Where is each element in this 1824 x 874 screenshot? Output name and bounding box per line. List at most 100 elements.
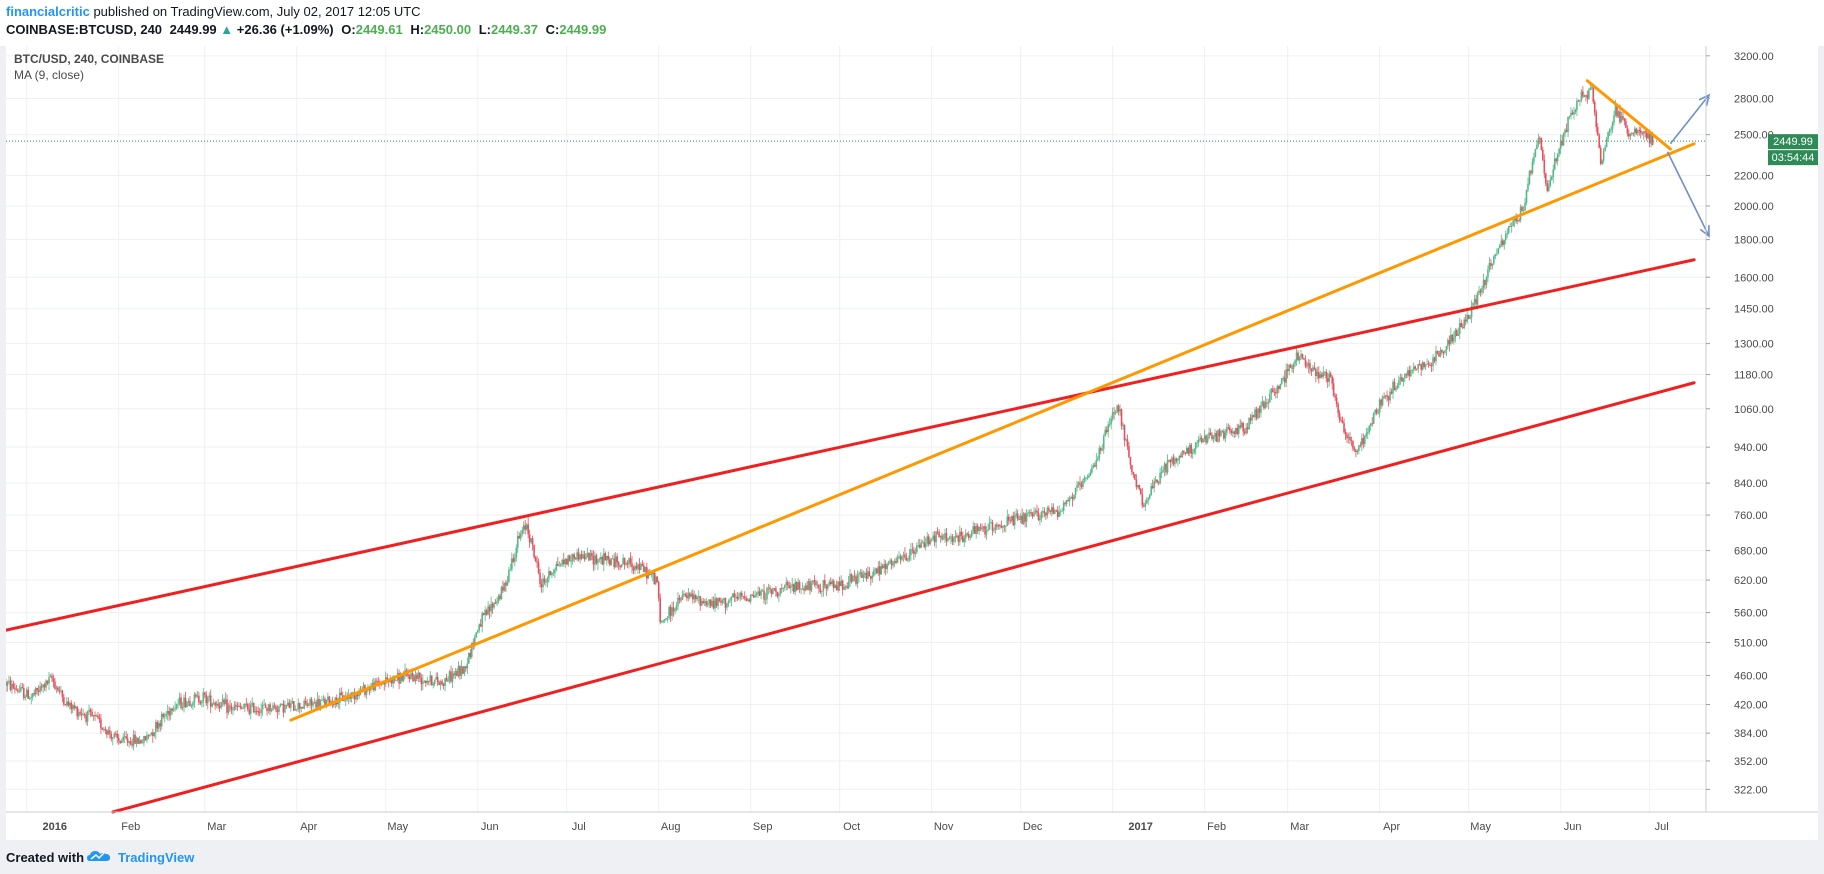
indicator-label[interactable]: MA (9, close) [14,68,85,82]
price-chart[interactable]: 3200.00 2800.00 2500.00 2200.00 2000.00 1800.… [6,46,1818,840]
candle-body [435,676,437,680]
candle-body [754,595,756,598]
trendline[interactable] [289,142,1696,722]
candle-body [195,694,197,697]
candle-body [1220,431,1222,436]
candle-body [352,692,354,693]
trendlines[interactable] [6,79,1711,814]
candle-body [721,599,724,603]
candle-body [98,717,101,720]
brand-link[interactable]: TradingView [118,850,195,865]
candle-body [1509,226,1511,227]
candle-body [806,585,808,590]
candle-body [128,741,130,743]
candle-body [822,580,825,592]
candle-body [1126,439,1129,447]
candle-body [324,698,326,706]
chart-area[interactable]: 3200.00 2800.00 2500.00 2200.00 2000.00 1800.… [6,46,1818,840]
x-tick-label: Feb [121,821,140,833]
candle-body [190,705,193,707]
candle-body [201,701,203,704]
candle-body [241,707,243,709]
candle-body [718,597,721,601]
trendline[interactable] [111,381,1696,814]
candle-body [884,564,887,570]
candle-body [1579,99,1581,102]
candle-body [1163,463,1166,470]
candle-body [475,632,478,638]
candle-body [1359,445,1362,447]
candle-body [1061,510,1063,512]
candle-body [837,581,839,591]
candle-body [1570,112,1572,116]
candle-body [14,687,16,690]
candle-body [1448,340,1451,345]
candle-body [589,552,592,561]
candle-body [524,525,526,530]
candle-body [557,563,559,566]
candle-body [540,583,543,588]
candle-body [1444,350,1446,354]
candle-body [1418,364,1421,365]
tradingview-cloud-icon[interactable] [86,848,112,864]
candle-body [975,525,977,534]
candle-body [1231,431,1234,433]
candle-body [1168,460,1170,462]
candle-body [686,595,688,599]
candle-body [269,704,271,712]
candle-body [129,741,132,744]
candle-body [15,689,18,691]
candle-body [1019,515,1022,520]
candle-body [453,673,455,676]
candle-body [910,549,912,556]
candle-body [546,578,549,583]
candle-body [594,555,596,565]
trendline[interactable] [1585,79,1672,151]
candle-body [509,569,512,571]
trendline[interactable] [6,258,1696,632]
candle-body [438,682,440,685]
y-tick-label: 2200.00 [1734,171,1774,183]
candle-body [723,598,725,600]
candle-body [21,687,24,689]
candle-body [1651,134,1654,146]
candle-body [1178,455,1181,460]
candle-body [1588,90,1590,99]
candle-body [941,535,943,540]
candle-body [1234,428,1237,435]
candle-body [1064,502,1066,504]
candle-body [1134,474,1136,480]
candle-body [1261,401,1264,406]
candle-body [119,740,122,744]
candle-body [459,666,461,676]
candle-body [1596,127,1599,136]
candle-body [487,606,489,615]
author-link[interactable]: financialcritic [6,4,90,19]
candle-body [1303,358,1305,360]
candle-body [1267,402,1270,404]
candle-body [282,703,285,713]
candle-body [984,526,986,535]
candle-body [1602,151,1605,161]
high-label: H: [410,22,425,37]
candle-body [687,593,690,599]
candle-body [1368,426,1371,433]
candle-body [1117,405,1120,412]
candle-body [770,589,773,594]
candle-body [1631,132,1633,134]
candle-body [964,533,967,539]
candle-body [1166,460,1169,473]
candle-body [169,708,172,716]
candle-body [469,652,472,657]
candle-body [227,705,230,713]
candle-body [333,704,335,706]
candle-body [938,531,940,537]
candle-body [1083,477,1086,481]
candle-body [585,557,587,560]
candle-body [1283,377,1286,383]
candle-body [963,538,966,542]
candle-body [1187,447,1190,454]
candle-body [1564,129,1566,134]
candle-body [1156,479,1158,483]
candle-body [959,531,961,542]
